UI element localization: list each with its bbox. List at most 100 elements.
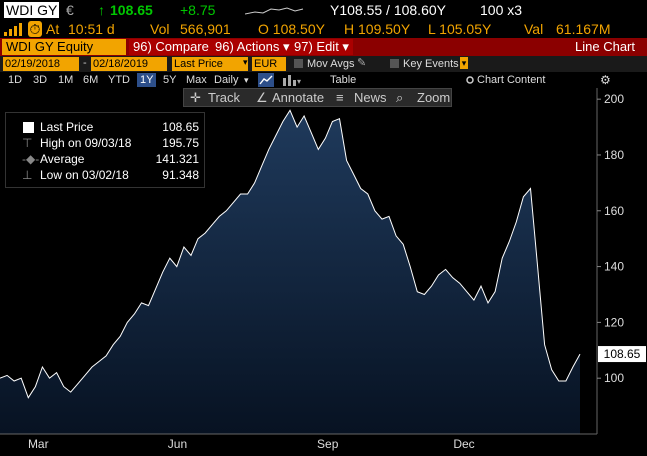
price-chart[interactable]: 100 120 140 160 180 200 Mar Jun Sep Dec 108.65 — [0, 88, 647, 456]
period-6m[interactable]: 6M — [83, 74, 99, 86]
bid-ask: Y108.55 / 108.60Y — [330, 2, 446, 18]
currency-select[interactable]: EUR — [252, 57, 286, 71]
legend-high: ⊤ High on 09/03/18 195.75 — [6, 136, 204, 151]
last-price: 108.65 — [110, 2, 153, 18]
currency-symbol: € — [66, 2, 74, 18]
current-price-tag: 108.65 — [598, 346, 646, 363]
settings-icon[interactable] — [465, 75, 475, 85]
y-axis-ticks: 100 120 140 160 180 200 — [597, 92, 624, 385]
low-marker-icon: ⊥ — [22, 168, 33, 182]
pencil-icon[interactable]: ✎ — [357, 57, 367, 69]
up-arrow-icon: ↑ — [98, 2, 105, 18]
mov-avgs-checkbox[interactable] — [294, 59, 303, 68]
val-label: Val — [524, 21, 544, 37]
period-max[interactable]: Max — [186, 74, 207, 86]
x-tick-label: Dec — [453, 437, 474, 451]
at-label: At — [46, 21, 60, 37]
period-1d[interactable]: 1D — [8, 74, 23, 86]
high-price: H 109.50Y — [344, 21, 411, 37]
x-tick-label: Mar — [28, 437, 49, 451]
price-line — [0, 109, 581, 399]
period-ytd[interactable]: YTD — [108, 74, 130, 86]
legend-title: Last Price — [40, 120, 94, 134]
average-marker-icon: -◆- — [22, 152, 40, 166]
mov-avgs-label: Mov Avgs — [307, 58, 355, 70]
table-button[interactable]: Table — [330, 74, 357, 86]
vol-label: Vol — [150, 21, 170, 37]
edit-menu[interactable]: 97) Edit ▾ — [290, 39, 353, 55]
quote-stats: ⏱ At 10:51 d Vol 566,901 O 108.50Y H 109… — [0, 20, 647, 38]
key-events-dropdown-icon[interactable]: ▾ — [460, 57, 468, 69]
frequency-dropdown-icon[interactable]: ▾ — [244, 75, 249, 85]
y-tick-label: 140 — [604, 260, 624, 274]
x-tick-label: Sep — [317, 437, 339, 451]
current-price-label: 108.65 — [604, 347, 641, 361]
chart-legend: Last Price 108.65 ⊤ High on 09/03/18 195… — [5, 112, 205, 188]
zoom-icon[interactable]: ⌕ — [396, 90, 404, 105]
legend-last-price: Last Price 108.65 — [6, 120, 204, 135]
legend-avg-value: 141.321 — [155, 152, 199, 166]
key-events-checkbox[interactable] — [390, 59, 399, 68]
legend-title-value: 108.65 — [162, 120, 199, 134]
compare-label: 96) Compare — [133, 39, 209, 54]
actions-label: 96) Actions — [215, 39, 280, 54]
open-price: O 108.50Y — [258, 21, 325, 37]
bar-chart-icon[interactable]: ▾ — [282, 74, 302, 86]
last-time: 10:51 d — [68, 21, 115, 37]
annotate-icon[interactable]: ∠ — [256, 90, 268, 105]
period-3d[interactable]: 3D — [33, 74, 48, 86]
x-tick-label: Jun — [168, 437, 187, 451]
zoom-button[interactable]: Zoom — [417, 90, 451, 105]
frequency-select[interactable]: Daily — [214, 74, 239, 86]
price-area — [0, 110, 580, 435]
y-tick-label: 120 — [604, 315, 624, 329]
chart-type-label: Line Chart — [575, 39, 635, 54]
line-chart-icon[interactable] — [258, 73, 274, 87]
compare-menu[interactable]: 96) Compare ▾ — [129, 39, 224, 55]
y-tick-label: 200 — [604, 92, 624, 106]
period-1m[interactable]: 1M — [58, 74, 74, 86]
field-select[interactable]: Last Price — [172, 57, 248, 71]
date-separator: - — [83, 57, 87, 69]
signal-bars-icon — [4, 23, 22, 36]
sparkline-icon — [245, 7, 304, 15]
traded-value: 61.167M — [556, 21, 611, 37]
y-tick-label: 160 — [604, 204, 624, 218]
period-1y[interactable]: 1Y — [137, 73, 157, 87]
svg-text:▾: ▾ — [297, 77, 301, 86]
legend-high-label: High on 09/03/18 — [40, 136, 132, 150]
track-button[interactable]: Track — [208, 90, 241, 105]
legend-avg-label: Average — [40, 152, 85, 166]
start-date-field[interactable]: 02/19/2018 — [3, 57, 79, 71]
actions-menu[interactable]: 96) Actions ▾ — [211, 39, 294, 55]
period-5y[interactable]: 5Y — [163, 74, 177, 86]
crosshair-icon[interactable]: ✛ — [190, 90, 201, 105]
y-tick-label: 180 — [604, 148, 624, 162]
edit-label: 97) Edit — [294, 39, 339, 54]
chart-toolbar: ✛ Track ∠ Annotate ≡ News ⌕ Zoom — [183, 88, 452, 107]
clock-icon: ⏱ — [28, 21, 42, 37]
end-date-field[interactable]: 02/18/2019 — [91, 57, 167, 71]
title-bar: WDI GY Equity 96) Compare ▾ 96) Actions … — [0, 38, 647, 56]
annotate-button[interactable]: Annotate — [272, 90, 325, 105]
x-axis-ticks: Mar Jun Sep Dec — [28, 437, 475, 451]
price-change: +8.75 — [180, 2, 216, 18]
legend-low: ⊥ Low on 03/02/18 91.348 — [6, 168, 204, 183]
news-button[interactable]: News — [354, 90, 387, 105]
legend-low-label: Low on 03/02/18 — [40, 168, 129, 182]
key-events-label: Key Events — [403, 58, 459, 70]
bid-ask-size: 100 x3 — [480, 2, 523, 18]
legend-average: -◆- Average 141.321 — [6, 152, 204, 167]
high-marker-icon: ⊤ — [22, 136, 33, 150]
quote-header: WDI GY € ↑ 108.65 +8.75 Y108.55 / 108.60… — [0, 0, 647, 21]
chart-content-button[interactable]: Chart Content — [477, 74, 546, 86]
legend-swatch — [23, 122, 34, 133]
legend-low-value: 91.348 — [162, 168, 199, 182]
chart-settings-bar: 02/19/2018 - 02/18/2019 Last Price ▾ EUR… — [0, 56, 647, 72]
gear-icon[interactable]: ⚙ — [600, 73, 611, 87]
security-field[interactable]: WDI GY Equity — [2, 39, 126, 55]
field-dropdown-icon[interactable]: ▾ — [243, 57, 248, 67]
period-bar: 1D 3D 1M 6M YTD 1Y 5Y Max Daily ▾ ▾ Tabl… — [0, 72, 647, 88]
news-icon[interactable]: ≡ — [336, 90, 344, 105]
ticker-label[interactable]: WDI GY — [4, 2, 60, 18]
